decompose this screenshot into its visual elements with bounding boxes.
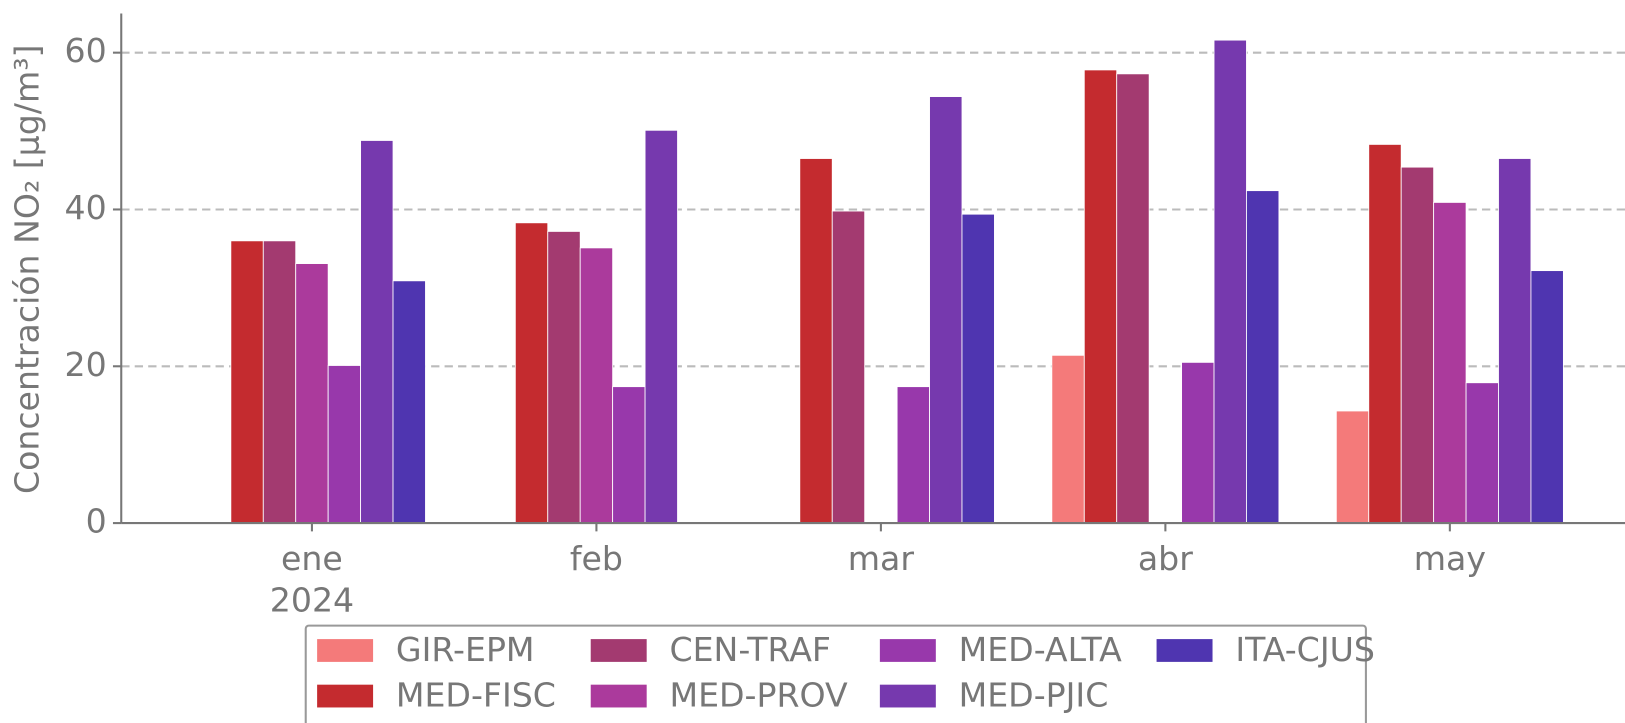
bar (1368, 143, 1402, 524)
legend-label: MED-ALTA (959, 630, 1123, 669)
legend-swatch (317, 639, 374, 662)
legend-swatch (1156, 639, 1213, 662)
legend-label: ITA-CJUS (1235, 630, 1375, 669)
bar (1465, 382, 1499, 524)
bar (262, 240, 297, 524)
legend-swatch (879, 684, 936, 708)
legend-swatch (590, 684, 647, 708)
x-tick-label: abr (1138, 539, 1193, 578)
legend-label: MED-PROV (669, 676, 848, 715)
bar (1083, 69, 1118, 524)
bar (1400, 166, 1435, 524)
bar (1246, 190, 1280, 524)
bar (327, 365, 362, 524)
x-sublabel: 2024 (270, 580, 354, 619)
bar (1051, 354, 1085, 524)
legend-label: MED-FISC (396, 676, 556, 715)
bar (579, 247, 614, 524)
bar (295, 263, 329, 524)
y-tick-label: 60 (65, 31, 107, 70)
y-tick-label: 40 (65, 188, 107, 227)
y-tick-label: 0 (86, 502, 107, 541)
bar (230, 240, 264, 524)
bar (514, 222, 549, 524)
x-tick-label: ene (281, 539, 343, 578)
x-tick-label: feb (570, 539, 623, 578)
legend-label: GIR-EPM (396, 630, 535, 669)
legend-label: MED-PJIC (959, 676, 1109, 715)
bar (896, 386, 930, 524)
legend-label: CEN-TRAF (669, 630, 830, 669)
bar (1498, 158, 1532, 524)
y-axis-label: Concentración NO₂ [μg/m³] (8, 45, 47, 495)
bar (929, 96, 963, 524)
bar (1213, 39, 1247, 524)
bar (799, 158, 833, 524)
bar (612, 386, 646, 524)
bar (360, 140, 394, 524)
bar (1335, 410, 1370, 524)
legend-swatch (879, 639, 936, 662)
legend-box (304, 624, 1367, 723)
bar (644, 129, 678, 524)
bar (1530, 270, 1564, 524)
bar (831, 210, 866, 524)
bar (1433, 202, 1467, 524)
legend-swatch (317, 684, 374, 708)
bar (547, 231, 581, 524)
legend-swatch (590, 639, 647, 662)
bar (1116, 73, 1150, 524)
x-tick-label: mar (848, 539, 915, 578)
x-tick-label: may (1414, 539, 1486, 578)
bar (1181, 361, 1215, 524)
y-tick-label: 20 (65, 345, 107, 384)
bar (961, 213, 995, 524)
bar (392, 280, 426, 524)
